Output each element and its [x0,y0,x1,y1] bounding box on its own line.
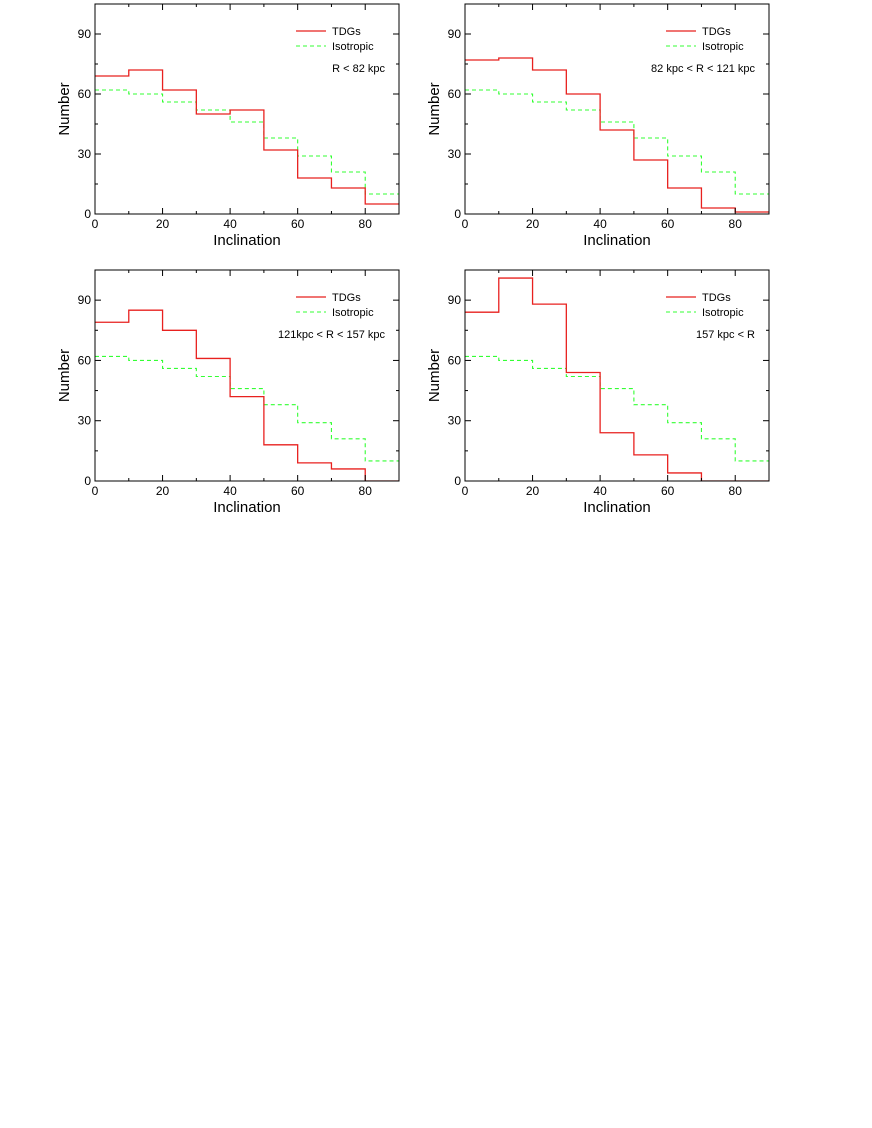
chart-panel-2: 0 20 40 60 80 0 30 60 90 Inclination Number TDGs Iso… [426,3,770,249]
series-tdgs-line [95,69,399,205]
y-axis-title: Number [426,82,443,135]
y-axis-title: Number [426,349,443,402]
plot-frame [94,269,400,482]
x-tick-label: 40 [593,484,607,498]
x-tick-label: 0 [92,217,99,231]
x-axis-title: Inclination [583,232,651,249]
x-tick-label: 60 [291,484,305,498]
y-tick-label: 60 [448,87,462,101]
x-tick-label: 60 [291,217,305,231]
plot-frame [464,269,770,482]
legend-tdg-label: TDGs [332,292,361,304]
y-tick-label: 30 [448,147,462,161]
y-tick-label: 30 [78,147,92,161]
x-axis-title: Inclination [583,499,651,516]
y-tick-label: 0 [454,207,461,221]
series-tdgs-line [465,57,769,213]
series-tdgs-line [95,309,399,481]
y-tick-label: 0 [454,474,461,488]
x-axis-title: Inclination [213,499,281,516]
legend-isotropic-label: Isotropic [332,307,374,319]
series-isotropic-line [465,89,769,195]
series-isotropic-line [95,89,399,195]
y-tick-label: 30 [448,414,462,428]
legend: TDGs Isotropic [296,292,374,319]
legend: TDGs Isotropic [666,292,744,319]
x-tick-label: 20 [156,217,170,231]
y-tick-label: 0 [84,474,91,488]
y-tick-label: 90 [448,293,462,307]
chart-panel-3: 0 20 40 60 80 0 30 60 90 Inclination Number TDGs Iso… [56,269,400,516]
x-tick-label: 80 [729,217,743,231]
x-tick-label: 40 [223,484,237,498]
legend: TDGs Isotropic [666,26,744,53]
y-axis-title: Number [56,82,73,135]
x-tick-label: 0 [92,484,99,498]
x-tick-label: 80 [359,217,373,231]
x-tick-label: 0 [462,484,469,498]
legend-isotropic-label: Isotropic [702,307,744,319]
x-tick-label: 20 [526,217,540,231]
y-tick-label: 60 [78,353,92,367]
chart-panel-4: 0 20 40 60 80 0 30 60 90 Inclination Number TDGs Iso… [426,269,770,516]
radius-annotation: 121kpc < R < 157 kpc [278,329,386,341]
series-tdgs-line [465,277,769,481]
x-tick-label: 20 [156,484,170,498]
legend-tdg-label: TDGs [702,26,731,38]
x-tick-label: 60 [661,484,675,498]
chart-panel-1: 0 20 40 60 80 0 30 60 90 Inclination Number TDGs Iso… [56,3,400,249]
legend-tdg-label: TDGs [702,292,731,304]
x-tick-label: 60 [661,217,675,231]
legend-isotropic-label: Isotropic [332,41,374,53]
series-isotropic-line [465,355,769,462]
x-axis-title: Inclination [213,232,281,249]
legend: TDGs Isotropic [296,26,374,53]
x-tick-label: 80 [359,484,373,498]
plot-frame [464,3,770,215]
y-tick-label: 60 [448,353,462,367]
radius-annotation: 157 kpc < R [696,329,755,341]
legend-tdg-label: TDGs [332,26,361,38]
legend-isotropic-label: Isotropic [702,41,744,53]
y-tick-label: 90 [448,27,462,41]
y-tick-label: 60 [78,87,92,101]
x-tick-label: 20 [526,484,540,498]
x-tick-label: 80 [729,484,743,498]
x-tick-label: 40 [223,217,237,231]
radius-annotation: R < 82 kpc [332,63,385,75]
x-tick-label: 40 [593,217,607,231]
figure: 0 20 40 60 80 0 30 60 90 Inclination Number TDGs Iso… [56,3,770,516]
radius-annotation: 82 kpc < R < 121 kpc [651,63,755,75]
y-tick-label: 30 [78,414,92,428]
x-tick-label: 0 [462,217,469,231]
plot-frame [94,3,400,215]
y-tick-label: 90 [78,27,92,41]
series-isotropic-line [95,355,399,462]
y-tick-label: 90 [78,293,92,307]
y-axis-title: Number [56,349,73,402]
y-tick-label: 0 [84,207,91,221]
